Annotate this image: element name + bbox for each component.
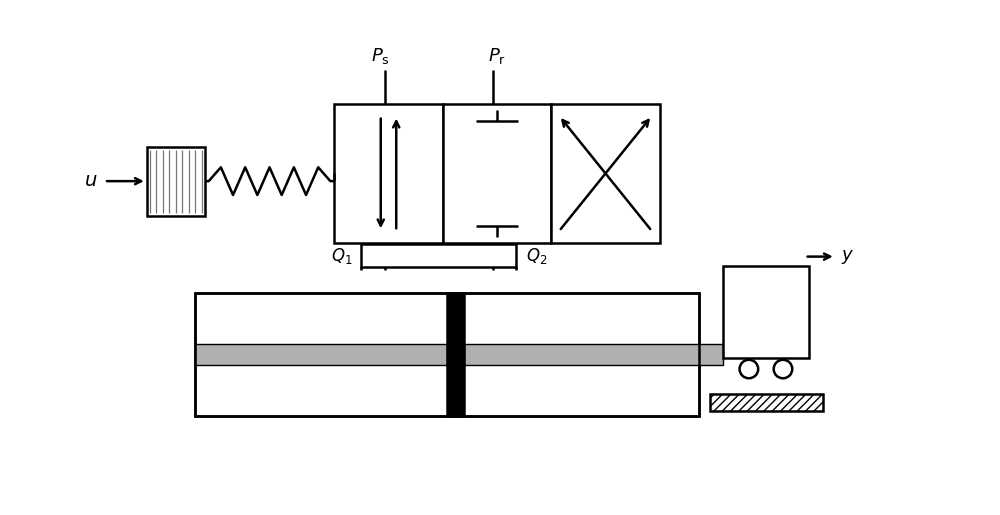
Text: $A$: $A$ <box>449 315 462 332</box>
Text: $y$: $y$ <box>841 248 854 266</box>
Circle shape <box>740 360 758 379</box>
Bar <box>464 344 723 365</box>
Bar <box>723 266 809 358</box>
Text: $m$: $m$ <box>756 303 776 321</box>
Text: $u$: $u$ <box>84 172 98 190</box>
Bar <box>710 393 822 410</box>
Bar <box>334 104 443 243</box>
Text: $P_{\rm L}\!=\!P_1\!-\!P_2$: $P_{\rm L}\!=\!P_1\!-\!P_2$ <box>406 248 472 263</box>
Text: $P_{\rm s}$: $P_{\rm s}$ <box>371 46 390 65</box>
Bar <box>147 146 205 216</box>
Bar <box>195 293 698 416</box>
Bar <box>447 293 464 416</box>
Circle shape <box>774 360 792 379</box>
Text: $P_1$: $P_1$ <box>278 345 298 365</box>
Bar <box>195 293 698 416</box>
Text: $P_1$: $P_1$ <box>369 250 388 270</box>
Text: $Q_1$: $Q_1$ <box>331 246 352 266</box>
Text: $P_2$: $P_2$ <box>588 345 608 365</box>
Text: $P_{\rm r}$: $P_{\rm r}$ <box>488 46 506 65</box>
Bar <box>443 104 551 243</box>
Bar <box>195 344 447 365</box>
Text: $P_2$: $P_2$ <box>490 250 508 270</box>
Text: $Q_2$: $Q_2$ <box>526 246 547 266</box>
Bar <box>361 244 516 267</box>
Bar <box>551 104 660 243</box>
